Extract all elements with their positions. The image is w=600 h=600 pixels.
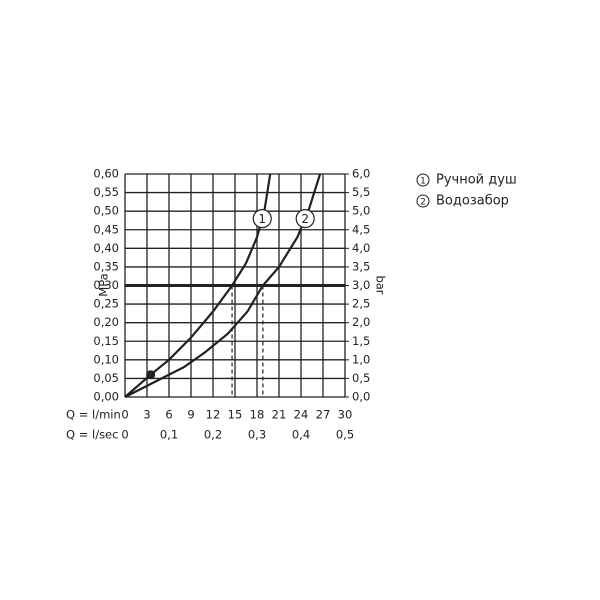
x-tick-label: 27: [316, 408, 331, 422]
curve: [124, 173, 322, 398]
legend-number: 2: [420, 198, 426, 208]
y-tick-label: 0,00: [93, 390, 119, 404]
y2-axis-label: bar: [374, 275, 388, 294]
y-tick-label: 0,30: [93, 278, 119, 292]
y-tick-label: 0,55: [93, 185, 119, 199]
x-tick-label: 21: [272, 408, 287, 422]
y2-tick-label: 4,5: [352, 222, 370, 236]
y2-tick-label: 6,0: [352, 167, 370, 181]
y2-tick-label: 2,5: [352, 297, 370, 311]
y-tick-label: 0,45: [93, 222, 119, 236]
legend-number: 1: [420, 177, 426, 187]
y-tick-label: 0,60: [93, 167, 119, 181]
y2-tick-label: 3,5: [352, 259, 370, 273]
legend-circle: [416, 173, 430, 187]
y-tick-label: 0,50: [93, 204, 119, 218]
curve-label: 2: [301, 212, 309, 226]
legend-label: Водозабор: [436, 194, 509, 209]
x-axis-label: Q = l/min: [66, 408, 121, 422]
x-tick-label: 3: [143, 408, 150, 422]
x2-tick-label: 0: [121, 428, 128, 442]
x-tick-label: 30: [338, 408, 353, 422]
y-tick-label: 0,35: [93, 259, 119, 273]
y2-tick-label: 0,0: [352, 390, 370, 404]
y-tick-label: 0,40: [93, 241, 119, 255]
legend-circle: [416, 194, 430, 208]
point-marker: [146, 370, 156, 380]
x2-tick-label: 0,2: [204, 428, 222, 442]
x-tick-label: 9: [187, 408, 194, 422]
y2-tick-label: 1,5: [352, 334, 370, 348]
x-tick-label: 24: [294, 408, 309, 422]
x2-tick-label: 0,4: [292, 428, 310, 442]
y2-tick-label: 5,0: [352, 204, 370, 218]
y-tick-label: 0,15: [93, 334, 119, 348]
y2-tick-label: 1,0: [352, 352, 370, 366]
x2-tick-label: 0,3: [248, 428, 266, 442]
x-tick-label: 18: [250, 408, 265, 422]
curve-label-circle: [252, 209, 272, 229]
x2-axis-label: Q = l/sec: [66, 428, 118, 442]
y2-tick-label: 0,5: [352, 371, 370, 385]
x-tick-label: 6: [165, 408, 172, 422]
y-tick-label: 0,25: [93, 297, 119, 311]
x2-tick-label: 0,1: [160, 428, 178, 442]
y2-tick-label: 2,0: [352, 315, 370, 329]
curve-label: 1: [258, 212, 266, 226]
x-tick-label: 12: [206, 408, 221, 422]
x2-tick-label: 0,5: [336, 428, 354, 442]
y-tick-label: 0,20: [93, 315, 119, 329]
legend-label: Ручной душ: [436, 173, 517, 188]
y-tick-label: 0,05: [93, 371, 119, 385]
y-tick-label: 0,10: [93, 352, 119, 366]
y-axis-label: MPa: [97, 273, 111, 296]
y2-tick-label: 4,0: [352, 241, 370, 255]
x-tick-label: 0: [121, 408, 128, 422]
curve-label-circle: [295, 209, 315, 229]
y2-tick-label: 5,5: [352, 185, 370, 199]
y2-tick-label: 3,0: [352, 278, 370, 292]
x-tick-label: 15: [228, 408, 243, 422]
